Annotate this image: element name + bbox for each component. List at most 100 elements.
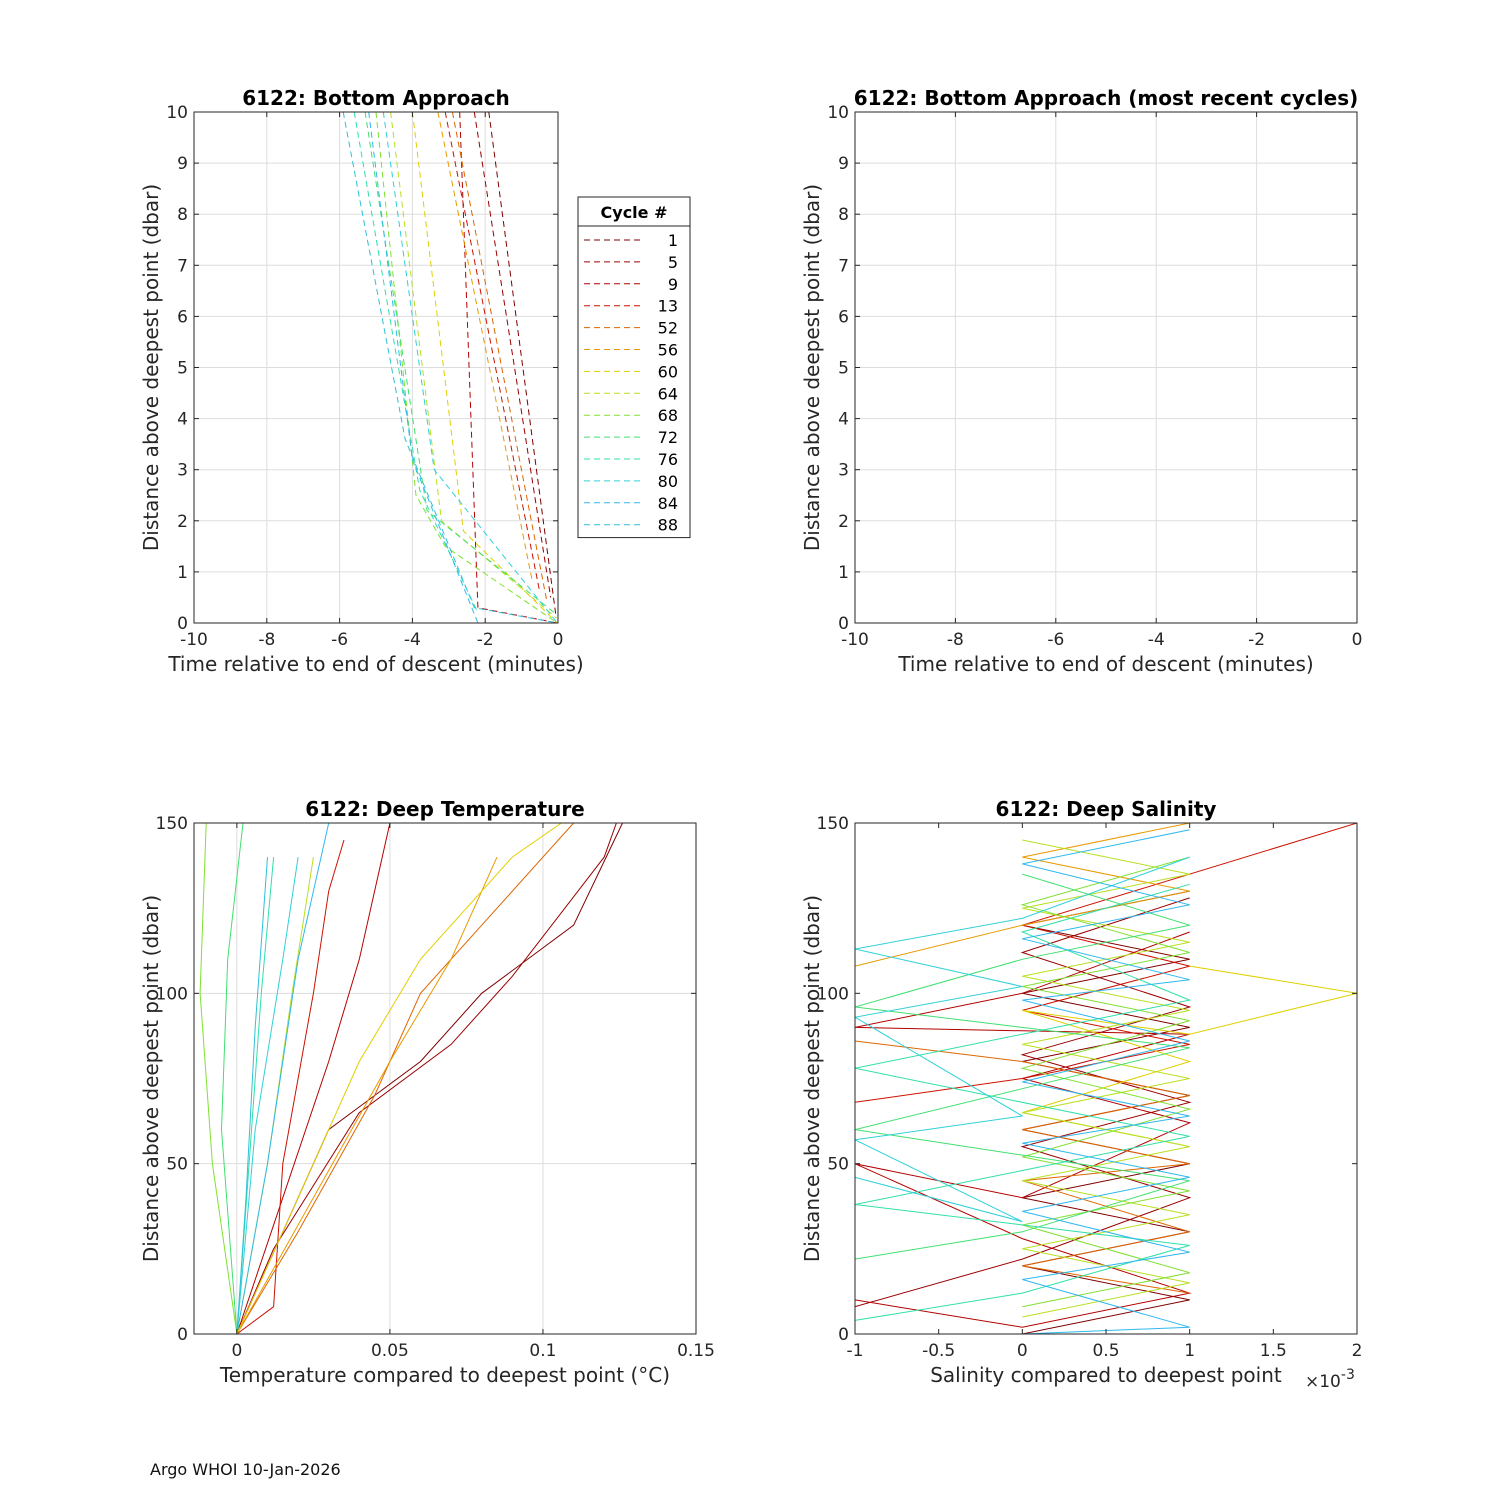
series-group [199,823,623,1334]
y-tick-label: 7 [177,256,188,276]
x-tick-label: -2 [1248,630,1265,650]
series-line-cycle-52 [236,823,574,1334]
x-tick-label: 2 [1352,1341,1363,1361]
series-line-cycle-56 [855,1040,1190,1294]
y-tick-label: 9 [177,154,188,174]
y-tick-label: 10 [827,103,849,123]
x-tick-label: -0.5 [922,1341,955,1361]
x-tick-label: 1.5 [1260,1341,1287,1361]
x-tick-label: -8 [947,630,964,650]
y-tick-label: 9 [838,154,849,174]
x-tick-label: -4 [404,630,421,650]
series-line-cycle-84 [855,856,1190,1223]
series-line-cycle-9 [459,112,558,623]
series-line-cycle-72 [1020,856,1192,1308]
series-line-cycle-13 [236,839,345,1334]
series-line-cycle-76 [855,873,1190,1260]
chart-title: 6122: Bottom Approach [242,86,510,110]
footer-credit: Argo WHOI 10-Jan-2026 [150,1460,341,1479]
axes-box [193,822,697,1335]
y-tick-label: 0 [177,1325,188,1345]
legend-label-cycle-88: 88 [658,516,678,535]
legend-label-cycle-5: 5 [668,253,678,272]
legend-label-cycle-80: 80 [658,472,678,491]
series-line-cycle-80 [382,112,558,623]
y-tick-label: 50 [166,1155,188,1175]
y-tick-label: 8 [177,205,188,225]
y-tick-label: 1 [838,563,849,583]
series-group [342,112,558,623]
legend-label-cycle-72: 72 [658,428,678,447]
x-tick-label: 1 [1184,1341,1195,1361]
x-tick-label: 0 [553,630,564,650]
y-tick-label: 2 [838,512,849,532]
x-tick-label: -4 [1148,630,1165,650]
series-line-cycle-88 [342,112,558,623]
chart-title: 6122: Deep Temperature [305,797,585,821]
x-tick-label: -1 [847,1341,864,1361]
y-tick-label: 3 [838,461,849,481]
legend-label-cycle-9: 9 [668,275,678,294]
y-tick-label: 10 [166,103,188,123]
x-tick-label: 0.05 [371,1341,409,1361]
y-tick-label: 4 [177,410,188,430]
series-line-cycle-76 [353,112,479,614]
y-tick-label: 0 [838,614,849,634]
y-tick-label: 5 [177,359,188,379]
legend-label-cycle-76: 76 [658,450,678,469]
x-tick-label: 0 [231,1341,242,1361]
series-line-cycle-56 [236,856,498,1334]
y-tick-label: 6 [838,307,849,327]
x-tick-label: -8 [258,630,275,650]
x-tick-label: -2 [477,630,494,650]
series-line-cycle-64 [390,112,557,619]
x-axis-label: Salinity compared to deepest point [930,1363,1282,1387]
x-tick-label: 0 [1352,630,1363,650]
y-axis-label: Distance above deepest point (dbar) [800,184,824,551]
y-tick-label: 5 [838,359,849,379]
y-tick-label: 150 [156,814,188,834]
y-axis-label: Distance above deepest point (dbar) [139,895,163,1262]
legend: Cycle #1 5 9 13 52 56 60 64 68 72 76 80 84 88 [577,196,691,539]
x-axis-label: Time relative to end of descent (minutes… [167,652,583,676]
series-line-cycle-88 [1022,829,1190,1334]
series-line-cycle-5 [236,823,617,1334]
y-tick-label: 50 [827,1155,849,1175]
series-group [855,823,1357,1334]
legend-label-cycle-64: 64 [658,384,678,403]
y-tick-label: 4 [838,410,849,430]
y-tick-label: 100 [817,984,849,1004]
legend-label-cycle-60: 60 [658,362,678,381]
legend-title: Cycle # [601,203,668,222]
x-tick-label: 0.5 [1092,1341,1119,1361]
x-tick-label: -6 [331,630,348,650]
legend-label-cycle-84: 84 [658,494,678,513]
y-tick-label: 0 [177,614,188,634]
series-line-cycle-1 [488,112,557,618]
x-axis-label: Time relative to end of descent (minutes… [897,652,1313,676]
series-line-cycle-5 [473,112,552,598]
x-tick-label: 0 [1017,1341,1028,1361]
legend-label-cycle-68: 68 [658,406,678,425]
series-line-cycle-9 [236,823,391,1334]
y-tick-label: 7 [838,256,849,276]
series-line-cycle-52 [451,112,548,603]
x-tick-label: -10 [180,630,208,650]
y-tick-label: 8 [838,205,849,225]
series-line-cycle-88 [236,857,268,1334]
x-tick-label: 0.1 [529,1341,556,1361]
chart-title: 6122: Deep Salinity [996,797,1217,821]
series-line-cycle-13 [444,112,541,593]
x-axis-label: Temperature compared to deepest point (°… [219,1363,670,1387]
series-line-cycle-80 [236,857,299,1334]
series-line-cycle-84 [236,823,330,1334]
chart-deep-temperature: 0 0.05 0.1 0.15 0 50 100 150 6122: Deep Temperat… [139,797,715,1387]
series-line-cycle-5 [855,897,1192,1308]
x-tick-label: -6 [1047,630,1064,650]
legend-label-cycle-13: 13 [658,297,678,316]
y-tick-label: 6 [177,307,188,327]
y-axis-label: Distance above deepest point (dbar) [800,895,824,1262]
